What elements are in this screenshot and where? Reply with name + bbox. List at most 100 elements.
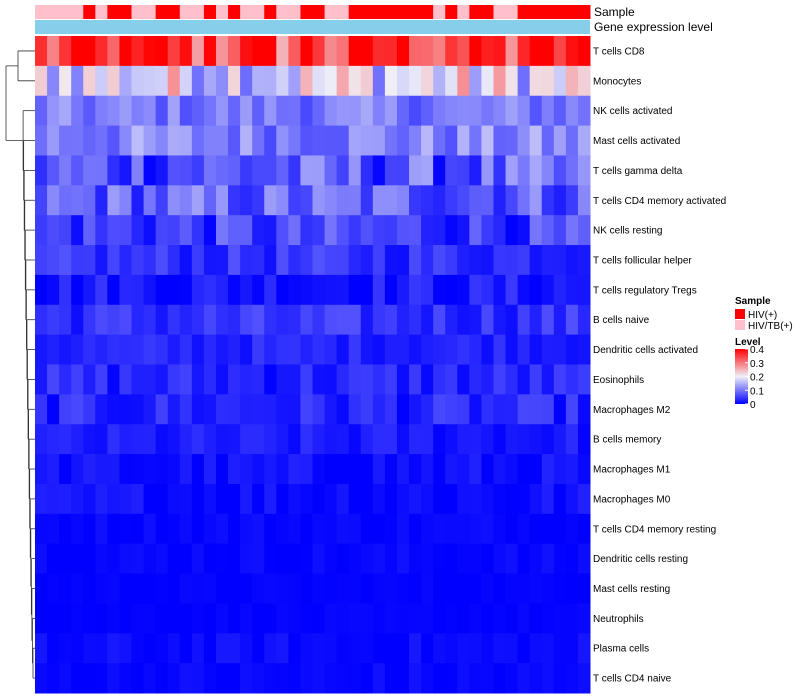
heatmap-cell — [59, 513, 72, 545]
heatmap-cell — [47, 215, 60, 246]
heatmap-cell — [409, 543, 422, 575]
heatmap-cell — [553, 125, 567, 156]
heatmap-cell — [493, 364, 507, 395]
heatmap-cell — [191, 95, 205, 127]
heatmap-cell — [553, 603, 567, 634]
sample-annotation-cell — [372, 5, 386, 19]
heatmap-cell — [167, 603, 181, 634]
heatmap-cell — [35, 185, 48, 216]
heatmap-cell — [348, 65, 362, 97]
heatmap-cell — [312, 573, 326, 604]
heatmap-cell — [324, 364, 338, 395]
heatmap-cell — [409, 483, 422, 515]
heatmap-cell — [433, 633, 446, 664]
heatmap-cell — [95, 125, 108, 156]
heatmap-cell — [240, 65, 253, 97]
heatmap-cell — [228, 36, 241, 67]
heatmap-cell — [348, 543, 362, 575]
heatmap-cell — [228, 424, 241, 455]
heatmap-cell — [288, 603, 301, 634]
heatmap-cell — [553, 245, 567, 276]
heatmap-cell — [240, 185, 253, 216]
sample-annotation-cell — [131, 5, 145, 19]
heatmap-cell — [577, 633, 591, 664]
heatmap-cell — [396, 215, 410, 246]
heatmap-cell — [541, 454, 555, 485]
heatmap-cell — [469, 454, 482, 485]
heatmap-cell — [457, 424, 470, 455]
heatmap-cell — [517, 185, 531, 216]
heatmap-cell — [529, 95, 543, 127]
heatmap-cell — [83, 304, 96, 336]
heatmap-cell — [35, 245, 48, 276]
heatmap-cell — [565, 65, 579, 97]
heatmap-cell — [433, 65, 446, 97]
heatmap-cell — [565, 155, 579, 186]
heatmap-cell — [71, 95, 84, 127]
heatmap-cell — [167, 36, 181, 67]
heatmap-cell — [167, 364, 181, 395]
heatmap-cell — [348, 364, 362, 395]
heatmap-cell — [47, 274, 60, 306]
heatmap-cell — [469, 245, 482, 276]
heatmap-cell — [360, 633, 374, 664]
heatmap-cell — [396, 36, 410, 67]
row-label: Macrophages M0 — [593, 494, 671, 505]
heatmap-cell — [372, 573, 386, 604]
heatmap-cell — [83, 424, 96, 455]
heatmap-cell — [348, 483, 362, 515]
heatmap-cell — [35, 663, 48, 694]
heatmap-cell — [324, 573, 338, 604]
heatmap-cell — [421, 65, 434, 97]
heatmap-cell — [252, 215, 265, 246]
heatmap-cell — [529, 633, 543, 664]
heatmap-cell — [191, 394, 205, 425]
heatmap-cell — [119, 215, 133, 246]
heatmap-cells — [35, 36, 591, 694]
heatmap-cell — [215, 245, 229, 276]
heatmap-cell — [131, 185, 145, 216]
heatmap-cell — [155, 633, 169, 664]
heatmap-cell — [372, 394, 386, 425]
heatmap-cell — [505, 633, 519, 664]
row-label: T cells CD8 — [593, 46, 645, 57]
row-label: Macrophages M1 — [593, 465, 671, 476]
heatmap-cell — [107, 663, 120, 694]
heatmap-cell — [481, 155, 494, 186]
heatmap-cell — [445, 573, 458, 604]
heatmap-cell — [336, 513, 350, 545]
heatmap-cell — [155, 155, 169, 186]
heatmap-cell — [83, 663, 96, 694]
heatmap-cell — [131, 95, 145, 127]
heatmap-cell — [553, 424, 567, 455]
heatmap-cell — [336, 155, 350, 186]
heatmap-cell — [252, 543, 265, 575]
heatmap-cell — [457, 573, 470, 604]
heatmap-cell — [324, 274, 338, 306]
heatmap-cell — [553, 185, 567, 216]
heatmap-cell — [505, 663, 519, 694]
heatmap-cell — [505, 215, 519, 246]
heatmap-cell — [47, 454, 60, 485]
heatmap-cell — [240, 603, 253, 634]
sample-annotation-cell — [529, 5, 543, 19]
heatmap-cell — [95, 663, 108, 694]
heatmap-cell — [421, 424, 434, 455]
heatmap-cell — [59, 424, 72, 455]
heatmap-cell — [469, 633, 482, 664]
heatmap-cell — [71, 65, 84, 97]
heatmap-cell — [372, 454, 386, 485]
heatmap-cell — [565, 394, 579, 425]
heatmap-cell — [445, 155, 458, 186]
heatmap-cell — [505, 513, 519, 545]
heatmap-cell — [215, 334, 229, 365]
heatmap-cell — [83, 334, 96, 365]
heatmap-cell — [396, 364, 410, 395]
heatmap-cell — [264, 513, 277, 545]
heatmap-cell — [481, 394, 494, 425]
heatmap-cell — [276, 573, 289, 604]
heatmap-cell — [348, 633, 362, 664]
heatmap-cell — [433, 95, 446, 127]
heatmap-cell — [119, 125, 133, 156]
heatmap-cell — [529, 304, 543, 336]
